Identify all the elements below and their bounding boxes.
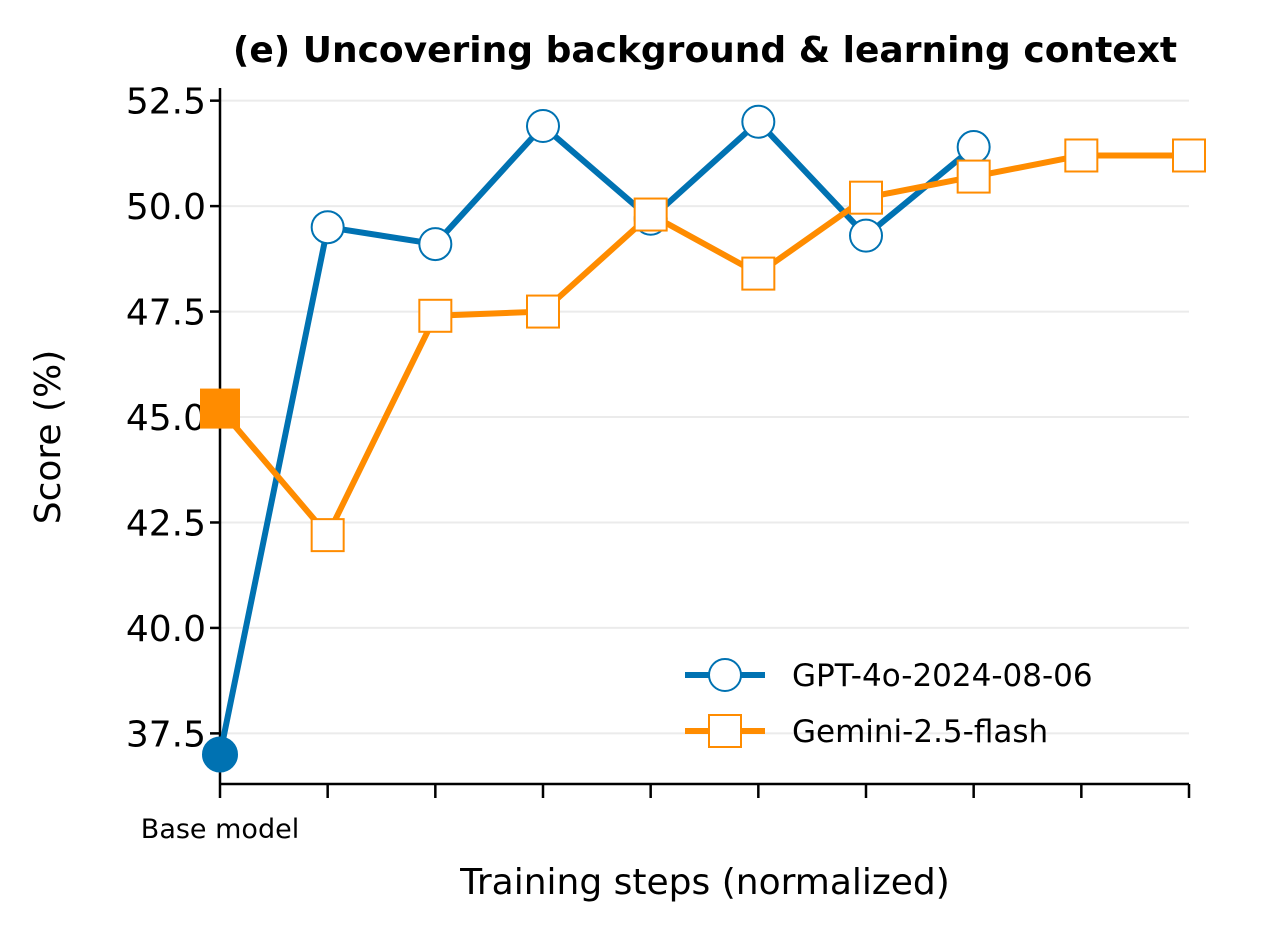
legend-entry: Gemini-2.5-flash (685, 714, 1048, 750)
data-point (526, 108, 560, 143)
data-point (956, 159, 991, 194)
legend-entry: GPT-4o-2024-08-06 (685, 658, 1093, 694)
data-point (310, 210, 345, 245)
legend-label: Gemini-2.5-flash (792, 714, 1048, 750)
legend-marker (708, 658, 742, 692)
y-tick-label: 50.0 (126, 187, 206, 228)
y-tick-label: 37.5 (126, 714, 206, 755)
series-line (217, 118, 976, 756)
grid-lines (220, 99, 1189, 735)
y-tick-label: 52.5 (126, 82, 206, 123)
y-tick-label: 47.5 (126, 293, 206, 334)
data-point (956, 130, 991, 165)
data-point (849, 180, 883, 215)
data-point (1064, 138, 1099, 173)
data-point (633, 197, 668, 232)
y-tick-label: 40.0 (126, 609, 206, 650)
data-point (200, 388, 240, 429)
data-point (202, 736, 238, 773)
data-point (526, 294, 560, 329)
series-gpt-4o-2024-08-06 (202, 104, 991, 773)
data-point (741, 256, 776, 291)
x-tick-label: Base model (141, 814, 299, 845)
axes: 37.5 40.0 42.5 45.0 47.5 50.0 52.5 Base model (126, 82, 1191, 845)
data-point (418, 227, 453, 262)
data-point (741, 104, 776, 139)
chart-title: (e) Uncovering background & learning con… (233, 30, 1177, 71)
y-tick-label: 45.0 (126, 398, 206, 439)
series-layer (200, 104, 1206, 773)
y-axis-label: Score (%) (28, 350, 69, 525)
legend-marker (708, 714, 742, 748)
data-point (849, 218, 883, 253)
data-point (310, 518, 345, 553)
x-axis-label: Training steps (normalized) (459, 862, 950, 903)
series-gemini-2-5-flash (200, 138, 1206, 553)
legend: GPT-4o-2024-08-06 Gemini-2.5-flash (685, 658, 1093, 750)
series-line (217, 152, 1189, 539)
data-point (1172, 138, 1206, 173)
legend-label: GPT-4o-2024-08-06 (792, 658, 1093, 694)
y-tick-label: 42.5 (126, 503, 206, 544)
data-point (418, 298, 453, 333)
